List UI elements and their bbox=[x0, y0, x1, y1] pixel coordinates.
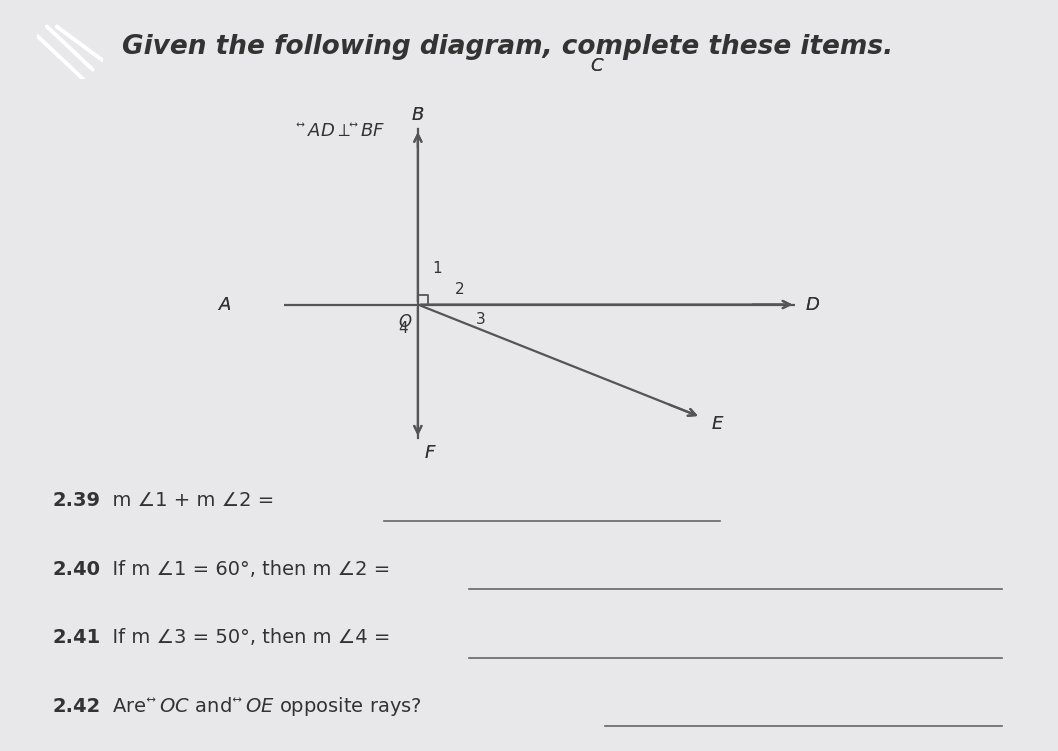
Text: 2.41: 2.41 bbox=[52, 629, 101, 647]
Text: B: B bbox=[412, 106, 424, 124]
Text: O: O bbox=[398, 312, 412, 330]
Text: Given the following diagram, complete these items.: Given the following diagram, complete th… bbox=[122, 34, 893, 60]
Text: m ∠1 + m ∠2 =: m ∠1 + m ∠2 = bbox=[101, 491, 280, 511]
Text: A: A bbox=[219, 296, 232, 314]
Text: If m ∠1 = 60°, then m ∠2 =: If m ∠1 = 60°, then m ∠2 = bbox=[101, 560, 397, 579]
Text: A: A bbox=[219, 296, 232, 314]
Text: D: D bbox=[805, 296, 819, 314]
Text: C: C bbox=[590, 57, 603, 75]
Text: 2.42: 2.42 bbox=[52, 697, 101, 716]
Text: If m ∠3 = 50°, then m ∠4 =: If m ∠3 = 50°, then m ∠4 = bbox=[101, 629, 397, 647]
Text: 4: 4 bbox=[399, 321, 408, 336]
Text: 3: 3 bbox=[476, 312, 486, 327]
Text: E: E bbox=[712, 415, 724, 433]
Text: D: D bbox=[805, 296, 819, 314]
Text: F: F bbox=[425, 444, 435, 462]
Text: 2: 2 bbox=[455, 282, 464, 297]
Text: F: F bbox=[425, 444, 435, 462]
Text: $\overleftrightarrow{AD} \perp \overleftrightarrow{BF}$: $\overleftrightarrow{AD} \perp \overleft… bbox=[296, 122, 386, 140]
Text: 2.39: 2.39 bbox=[52, 491, 101, 511]
Text: C: C bbox=[590, 57, 603, 75]
Text: 1: 1 bbox=[433, 261, 442, 276]
Text: B: B bbox=[412, 106, 424, 124]
Text: 2.40: 2.40 bbox=[52, 560, 101, 579]
Text: Are $\overleftrightarrow{OC}$ and $\overleftrightarrow{OE}$ opposite rays?: Are $\overleftrightarrow{OC}$ and $\over… bbox=[101, 695, 423, 718]
Text: E: E bbox=[712, 415, 724, 433]
